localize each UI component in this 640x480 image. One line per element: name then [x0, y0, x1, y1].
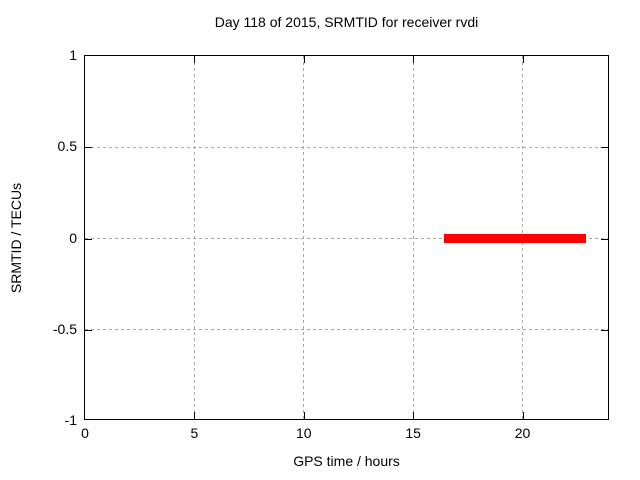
y-tick-label: 0	[69, 229, 77, 246]
x-tick-label: 15	[405, 425, 421, 441]
x-tick-label: 20	[514, 425, 531, 441]
grid-line-vertical	[193, 56, 195, 419]
y-tick-mark-right	[601, 238, 608, 240]
x-tick-mark-bottom	[522, 412, 524, 419]
y-tick-mark-left	[85, 238, 92, 240]
grid-line-vertical	[412, 56, 414, 419]
y-tick-label: -0.5	[52, 320, 77, 337]
x-tick-label: 0	[81, 425, 89, 441]
x-tick-mark-top	[303, 56, 305, 63]
grid-line-horizontal	[85, 238, 608, 239]
grid-line-horizontal	[85, 329, 608, 331]
x-tick-mark-top	[413, 56, 415, 63]
series-line-srmtid	[443, 234, 586, 243]
y-tick-label: 1	[69, 47, 77, 63]
plot-area: 0 5 10 15 20 1 0.5 0 -0.5 -1	[53, 47, 609, 441]
grid-line-horizontal	[85, 146, 608, 148]
x-tick-mark-bottom	[413, 412, 415, 419]
x-axis-label: GPS time / hours	[293, 453, 400, 469]
y-tick-label: -1	[64, 412, 77, 428]
y-tick-mark-right	[601, 147, 608, 149]
x-tick-mark-top	[522, 56, 524, 63]
x-tick-mark-bottom	[194, 412, 196, 419]
y-tick-mark-left	[85, 147, 92, 149]
chart-title: Day 118 of 2015, SRMTID for receiver rvd…	[214, 14, 479, 30]
x-tick-label: 5	[190, 425, 199, 441]
x-tick-label: 10	[295, 425, 312, 441]
y-axis-label: SRMTID / TECUs	[8, 182, 24, 294]
grid-line-vertical	[303, 56, 305, 419]
x-tick-mark-bottom	[303, 412, 305, 419]
y-tick-mark-left	[85, 329, 92, 331]
x-tick-mark-top	[194, 56, 196, 63]
y-tick-label: 0.5	[57, 138, 77, 155]
y-tick-mark-right	[601, 329, 608, 331]
